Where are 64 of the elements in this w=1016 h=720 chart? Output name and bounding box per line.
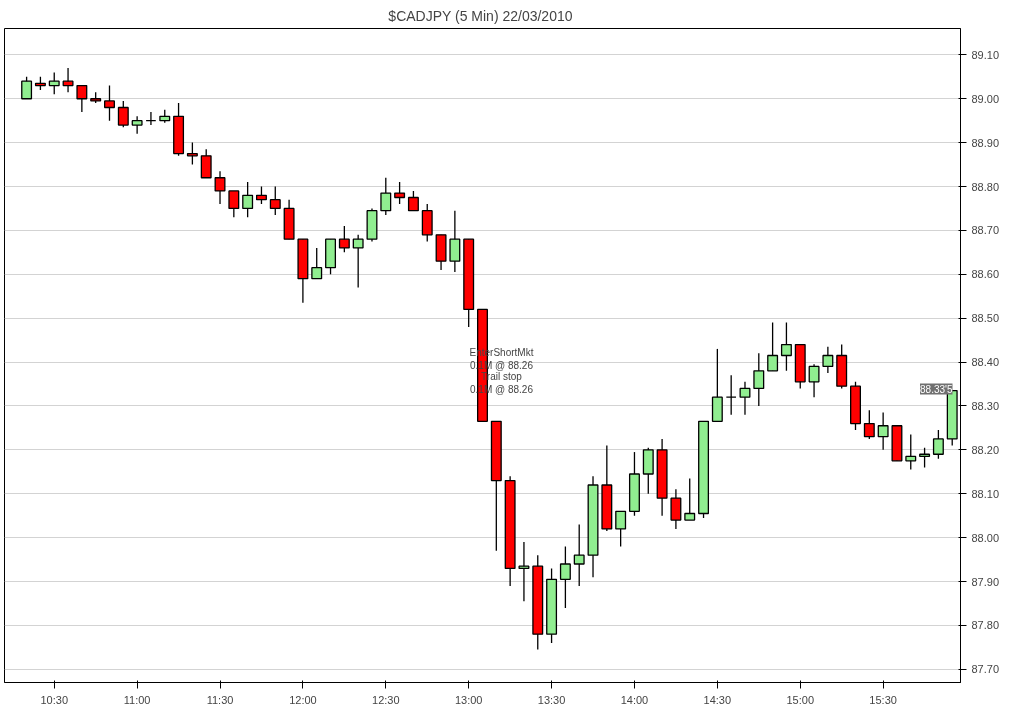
chart-title: $CADJPY (5 Min) 22/03/2010 <box>388 7 573 24</box>
x-tick-label: 15:00 <box>786 693 815 706</box>
candlestick <box>145 111 157 126</box>
candlestick <box>877 411 889 451</box>
y-tick-label: 88.70 <box>971 224 1000 237</box>
candlestick <box>48 71 60 95</box>
x-tick-label: 10:30 <box>40 693 68 706</box>
candlestick <box>131 115 143 135</box>
y-tick-label: 88.10 <box>971 487 1000 500</box>
candlestick <box>780 321 792 372</box>
candlestick <box>684 477 696 521</box>
y-tick-label: 88.30 <box>971 399 1000 412</box>
x-tick-label: 13:00 <box>454 693 483 706</box>
y-tick-label: 88.80 <box>971 180 1000 193</box>
y-tick-label: 89.00 <box>971 92 1000 105</box>
y-tick-label: 87.70 <box>971 663 1000 676</box>
candlestick <box>200 148 212 179</box>
y-tick-label: 87.80 <box>971 619 1000 632</box>
candlestick <box>863 409 875 440</box>
candlestick <box>338 225 350 253</box>
candlestick <box>767 321 779 372</box>
candlestick <box>615 510 627 548</box>
candlestick <box>228 190 240 218</box>
y-tick-label: 88.60 <box>971 268 1000 281</box>
x-tick-label: 12:00 <box>289 693 317 706</box>
y-tick-label: 89.10 <box>971 48 1000 61</box>
candlestick <box>380 177 392 216</box>
candlestick <box>352 234 364 289</box>
y-tick-label: 88.00 <box>971 531 1000 544</box>
candlestick <box>670 488 682 530</box>
x-tick-label: 14:00 <box>620 693 649 706</box>
y-tick-label: 88.50 <box>971 312 1000 325</box>
candlestick <box>725 374 737 416</box>
candlestick <box>559 545 571 609</box>
y-tick-label: 88.40 <box>971 356 1000 369</box>
candlestick <box>76 84 88 113</box>
x-tick-label: 13:30 <box>537 693 566 706</box>
y-tick-label: 88.90 <box>971 136 1000 149</box>
candlestick <box>753 352 765 407</box>
y-tick-label: 88.20 <box>971 443 1000 456</box>
x-tick-label: 14:30 <box>703 693 732 706</box>
candlestick <box>822 346 834 374</box>
candlestick <box>242 181 254 218</box>
candlestick <box>407 190 419 212</box>
x-tick-label: 12:30 <box>372 693 400 706</box>
candlestick <box>932 429 944 460</box>
candlestick <box>62 67 74 93</box>
candlestick <box>394 181 406 205</box>
candlestick <box>214 170 226 205</box>
candlestick <box>311 247 323 280</box>
candlestick <box>905 433 917 471</box>
y-tick-label: 87.90 <box>971 575 1000 588</box>
candlestick <box>449 210 461 273</box>
candlestick <box>808 363 820 398</box>
x-tick-label: 11:00 <box>123 693 151 706</box>
candlestick <box>21 76 33 100</box>
candlestick <box>739 381 751 416</box>
annotation: 88.33'5 <box>920 383 953 395</box>
candlestick <box>269 185 281 216</box>
candlestick <box>573 523 585 587</box>
candlestick <box>104 84 115 122</box>
candlestick <box>117 100 129 128</box>
x-tick-label: 11:30 <box>206 693 234 706</box>
x-tick-label: 15:30 <box>869 693 897 706</box>
